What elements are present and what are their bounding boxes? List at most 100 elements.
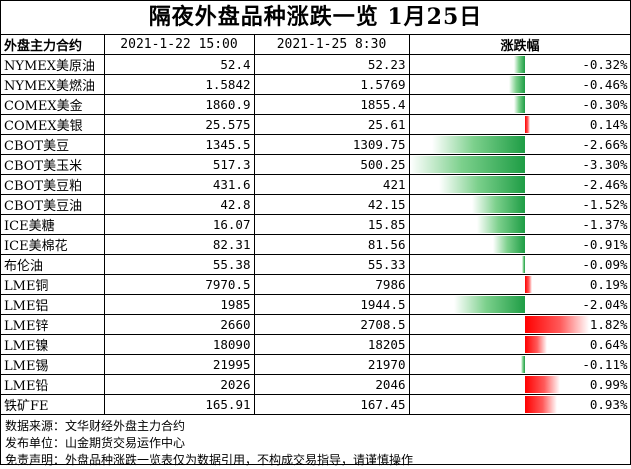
- change-label: -2.46%: [582, 177, 628, 192]
- change-cell: 1.82%: [408, 314, 631, 335]
- curr-price: 81.56: [253, 234, 410, 255]
- change-cell: 0.99%: [408, 374, 631, 395]
- prev-price: 1860.9: [103, 94, 255, 115]
- header-contract: 外盘主力合约: [1, 35, 105, 55]
- curr-price: 21970: [253, 354, 410, 375]
- change-bar-positive: [524, 396, 558, 413]
- change-bar-positive: [524, 276, 532, 293]
- prev-price: 25.575: [103, 114, 255, 135]
- curr-price: 15.85: [253, 214, 410, 235]
- change-label: 0.14%: [589, 117, 628, 132]
- prev-price: 517.3: [103, 154, 255, 175]
- curr-price: 52.23: [253, 54, 410, 75]
- table-row: COMEX美金 1860.9 1855.4 -0.30%: [1, 94, 631, 115]
- change-label: -1.37%: [582, 217, 628, 232]
- curr-price: 1.5769: [253, 74, 410, 95]
- contract-name: LME铜: [1, 274, 105, 295]
- table-row: NYMEX美原油 52.4 52.23 -0.32%: [1, 54, 631, 75]
- change-bar-negative: [453, 296, 525, 313]
- table-row: LME铅 2026 2046 0.99%: [1, 374, 631, 395]
- change-label: -1.52%: [582, 197, 628, 212]
- change-label: -0.11%: [582, 357, 628, 372]
- prev-price: 16.07: [103, 214, 255, 235]
- change-label: -0.46%: [582, 77, 628, 92]
- sheet-title: 隔夜外盘品种涨跌一览 1月25日: [1, 1, 630, 35]
- change-cell: 0.19%: [408, 274, 631, 295]
- change-bar-positive: [524, 316, 589, 333]
- table-row: ICE美棉花 82.31 81.56 -0.91%: [1, 234, 631, 255]
- table-body: NYMEX美原油 52.4 52.23 -0.32% NYMEX美燃油 1.5842 1.5…: [1, 54, 631, 415]
- curr-price: 1309.75: [253, 134, 410, 155]
- curr-price: 1855.4: [253, 94, 410, 115]
- curr-price: 55.33: [253, 254, 410, 275]
- note-source: 数据来源：文华财经外盘主力合约: [5, 419, 186, 433]
- contract-name: CBOT美玉米: [1, 154, 105, 175]
- change-cell: -1.37%: [408, 214, 631, 235]
- footnotes: 数据来源：文华财经外盘主力合约 发布单位：山金期货交易运作中心 免责声明：外盘品…: [1, 415, 630, 469]
- change-cell: 0.64%: [408, 334, 631, 355]
- note-disclaimer: 免责声明：外盘品种涨跌一览表仅为数据引用，不构成交易指导，请谨慎操作: [5, 453, 414, 467]
- change-bar-negative: [493, 236, 525, 253]
- change-cell: -0.30%: [408, 94, 631, 115]
- contract-name: ICE美糖: [1, 214, 105, 235]
- change-cell: -0.09%: [408, 254, 631, 275]
- contract-name: ICE美棉花: [1, 234, 105, 255]
- curr-price: 18205: [253, 334, 410, 355]
- prev-price: 21995: [103, 354, 255, 375]
- change-label: 0.64%: [589, 337, 628, 352]
- header-curr-time: 2021-1-25 8:30: [253, 35, 410, 55]
- curr-price: 1944.5: [253, 294, 410, 315]
- table-row: CBOT美豆油 42.8 42.15 -1.52%: [1, 194, 631, 215]
- prev-price: 431.6: [103, 174, 255, 195]
- contract-name: 铁矿FE: [1, 394, 105, 415]
- table-row: LME铝 1985 1944.5 -2.04%: [1, 294, 631, 315]
- change-bar-negative: [521, 256, 525, 273]
- change-cell: -0.11%: [408, 354, 631, 375]
- prev-price: 18090: [103, 334, 255, 355]
- change-label: 0.19%: [589, 277, 628, 292]
- curr-price: 7986: [253, 274, 410, 295]
- change-cell: -0.32%: [408, 54, 631, 75]
- curr-price: 42.15: [253, 194, 410, 215]
- contract-name: CBOT美豆粕: [1, 174, 105, 195]
- change-label: 1.82%: [589, 317, 628, 332]
- change-cell: -3.30%: [408, 154, 631, 175]
- header-row: 外盘主力合约 2021-1-22 15:00 2021-1-25 8:30 涨跌…: [1, 35, 631, 55]
- change-label: -3.30%: [582, 157, 628, 172]
- change-bar-negative: [521, 356, 525, 373]
- prev-price: 1345.5: [103, 134, 255, 155]
- change-cell: -1.52%: [408, 194, 631, 215]
- contract-name: LME铝: [1, 294, 105, 315]
- table-row: COMEX美银 25.575 25.61 0.14%: [1, 114, 631, 135]
- prev-price: 1985: [103, 294, 255, 315]
- table-row: CBOT美豆 1345.5 1309.75 -2.66%: [1, 134, 631, 155]
- prev-price: 2660: [103, 314, 255, 335]
- contract-name: NYMEX美燃油: [1, 74, 105, 95]
- change-cell: -0.91%: [408, 234, 631, 255]
- table-row: 铁矿FE 165.91 167.45 0.93%: [1, 394, 631, 415]
- change-label: 0.93%: [589, 397, 628, 412]
- change-bar-negative: [477, 216, 525, 233]
- change-bar-positive: [524, 336, 548, 353]
- change-bar-negative: [508, 76, 525, 93]
- change-cell: 0.14%: [408, 114, 631, 135]
- header-prev-time: 2021-1-22 15:00: [103, 35, 255, 55]
- prev-price: 7970.5: [103, 274, 255, 295]
- contract-name: 布伦油: [1, 254, 105, 275]
- contract-name: LME镍: [1, 334, 105, 355]
- contract-name: CBOT美豆: [1, 134, 105, 155]
- table-row: LME锌 2660 2708.5 1.82%: [1, 314, 631, 335]
- prev-price: 55.38: [103, 254, 255, 275]
- change-label: -0.91%: [582, 237, 628, 252]
- change-bar-positive: [524, 376, 560, 393]
- change-bar-negative: [410, 156, 525, 173]
- contract-name: CBOT美豆油: [1, 194, 105, 215]
- change-label: 0.99%: [589, 377, 628, 392]
- change-bar-negative: [513, 56, 525, 73]
- table-row: ICE美糖 16.07 15.85 -1.37%: [1, 214, 631, 235]
- prev-price: 165.91: [103, 394, 255, 415]
- prev-price: 1.5842: [103, 74, 255, 95]
- change-label: -2.66%: [582, 137, 628, 152]
- curr-price: 421: [253, 174, 410, 195]
